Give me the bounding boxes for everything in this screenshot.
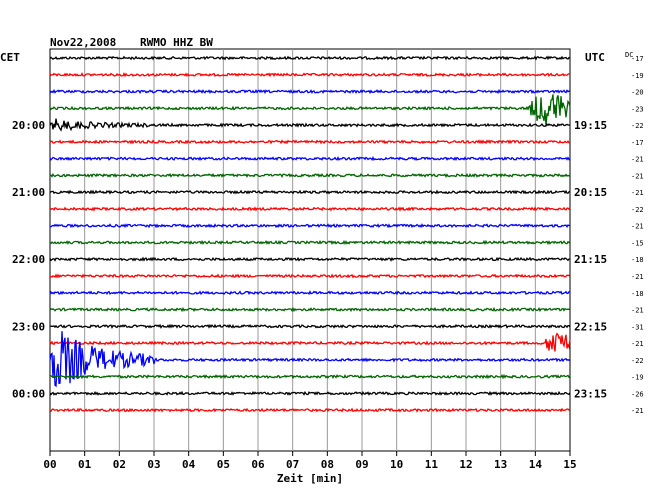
x-tick-label: 09 (355, 458, 368, 471)
dc-offset-label: -18 (631, 290, 644, 298)
dc-offset-label: -15 (631, 239, 644, 247)
dc-offset-label: -21 (631, 307, 644, 315)
x-tick-label: 11 (425, 458, 439, 471)
seismic-trace (49, 306, 571, 313)
seismic-trace (49, 72, 570, 78)
dc-header-label: DC (625, 51, 633, 59)
dc-offset-label: -20 (631, 89, 644, 97)
x-tick-label: 15 (563, 458, 576, 471)
left-time-label: 00:00 (12, 387, 45, 400)
station-label: RWMO HHZ BW (140, 36, 213, 49)
plot-grid (49, 48, 571, 456)
x-tick-label: 05 (217, 458, 230, 471)
seismic-trace (49, 332, 571, 352)
right-time-label: 22:15 (574, 320, 607, 333)
seismic-trace (50, 323, 571, 330)
dc-offset-label: -26 (631, 390, 644, 398)
dc-offset-label: -19 (631, 72, 644, 80)
left-timezone-label: CET (0, 51, 20, 64)
seismic-trace (49, 256, 570, 262)
x-tick-label: 07 (286, 458, 299, 471)
x-tick-label: 04 (182, 458, 196, 471)
right-time-label: 23:15 (574, 387, 607, 400)
seismic-trace (49, 94, 571, 127)
x-tick-label: 03 (147, 458, 160, 471)
x-tick-label: 13 (494, 458, 507, 471)
right-time-label: 21:15 (574, 253, 607, 266)
dc-offset-label: -22 (631, 357, 644, 365)
dc-offset-label: -18 (631, 256, 644, 264)
left-time-label: 23:00 (12, 320, 45, 333)
right-time-label: 19:15 (574, 119, 607, 132)
dc-offset-label: -23 (631, 105, 644, 113)
x-tick-label: 00 (43, 458, 56, 471)
seismic-trace (49, 189, 571, 195)
seismic-trace (49, 206, 571, 212)
dc-offset-label: -21 (631, 156, 644, 164)
dc-offset-label: -21 (631, 340, 644, 348)
dc-offset-label: -21 (631, 172, 644, 180)
seismic-trace (49, 239, 571, 246)
x-tick-label: 12 (459, 458, 472, 471)
x-tick-label: 06 (251, 458, 265, 471)
seismic-trace (49, 139, 571, 145)
seismic-trace (49, 273, 571, 279)
seismic-trace (49, 331, 571, 388)
seismic-trace (49, 88, 571, 95)
right-timezone-label: UTC (585, 51, 605, 64)
dc-offset-label: -21 (631, 189, 644, 197)
dc-offset-label: -31 (631, 323, 644, 331)
seismic-traces (49, 55, 571, 413)
seismic-trace (49, 390, 571, 396)
seismic-trace (49, 407, 571, 413)
x-tick-label: 08 (321, 458, 334, 471)
plot-frame (49, 48, 571, 452)
dc-offset-label: -21 (631, 223, 644, 231)
plot-labels: Nov22,2008 RWMO HHZ BW CET UTC DC Zeit [… (0, 36, 644, 485)
date-label: Nov22,2008 (50, 36, 116, 49)
right-time-label: 20:15 (574, 186, 607, 199)
left-time-label: 21:00 (12, 186, 45, 199)
x-tick-label: 10 (390, 458, 403, 471)
dc-offset-label: -21 (631, 273, 644, 281)
left-time-label: 22:00 (12, 253, 45, 266)
x-tick-label: 02 (113, 458, 126, 471)
dc-offset-label: -22 (631, 206, 644, 214)
seismic-trace (49, 55, 571, 61)
dc-offset-label: -21 (631, 407, 644, 415)
seismic-trace (49, 290, 571, 296)
seismic-trace (49, 223, 570, 229)
seismic-trace (49, 118, 571, 132)
dc-offset-label: -17 (631, 139, 644, 147)
x-tick-label: 01 (78, 458, 92, 471)
dc-offset-label: -17 (631, 55, 644, 63)
x-tick-label: 14 (529, 458, 543, 471)
left-time-label: 20:00 (12, 119, 45, 132)
x-axis-label: Zeit [min] (277, 472, 343, 485)
seismic-trace (49, 172, 571, 179)
seismic-trace (49, 373, 571, 380)
dc-offset-label: -22 (631, 122, 644, 130)
seismic-trace (49, 156, 571, 162)
dc-offset-label: -19 (631, 374, 644, 382)
